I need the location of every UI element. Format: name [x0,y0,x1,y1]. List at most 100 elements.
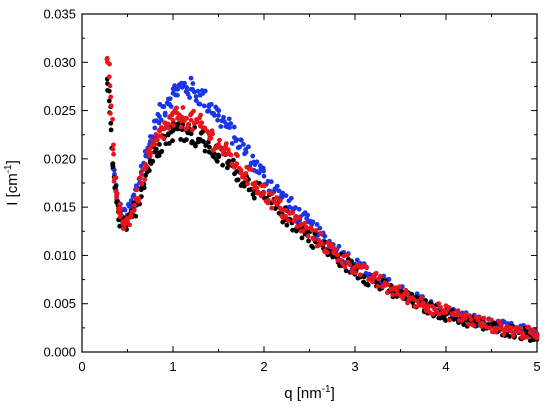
data-point [480,320,485,326]
data-point [179,114,185,120]
y-tick-label: 0.030 [43,55,76,70]
data-point [285,218,291,224]
plot-frame-group [81,13,538,353]
data-point [311,237,316,242]
data-point [370,276,376,282]
data-point [193,98,199,104]
data-point [112,185,118,191]
data-point [245,181,250,187]
data-point [256,189,261,195]
data-point [487,325,493,331]
data-point [108,103,114,109]
x-tick-label: 1 [169,359,176,374]
data-point [117,214,123,220]
x-tick-label: 5 [533,359,540,374]
data-point [283,207,289,213]
data-point [108,120,114,126]
data-point [223,141,229,147]
data-point [353,270,358,276]
data-point [277,198,283,204]
data-point [156,141,162,147]
data-point [508,325,514,331]
data-point [105,59,110,65]
data-point [342,264,348,270]
data-point [114,191,120,196]
data-point [373,270,379,276]
data-point [237,144,243,150]
data-point [318,230,324,236]
data-point [385,282,391,288]
series-2-points [110,75,540,341]
data-point [221,151,226,157]
data-point [197,123,203,129]
data-point [207,132,212,138]
data-point [110,146,116,152]
data-point [249,167,255,172]
data-point [275,202,280,208]
data-point [502,319,507,325]
data-point [243,149,249,155]
data-point [498,321,503,327]
data-point [437,315,443,321]
data-point [190,81,196,86]
data-point [107,111,113,116]
data-point [354,257,360,263]
data-point [217,137,222,143]
data-point [498,325,503,331]
data-point [314,222,320,227]
data-point [407,295,412,301]
data-point [166,141,172,146]
data-point [114,195,119,200]
data-point [107,83,113,89]
data-point [322,233,328,239]
series-1-points [104,55,540,341]
data-point [238,167,244,173]
data-point [300,228,306,234]
data-point [313,228,319,233]
data-point [143,166,149,171]
data-point [178,124,184,130]
data-point [246,144,251,150]
data-point [138,180,144,186]
data-point [218,124,224,129]
data-point [225,124,231,130]
data-point [384,290,390,296]
data-point [274,183,280,189]
data-point [185,121,191,127]
data-point [139,172,145,177]
data-point [221,147,227,153]
data-point [195,88,201,94]
data-point [104,55,110,61]
data-point [483,324,489,330]
data-point [188,86,194,92]
data-point [251,195,257,201]
data-point [320,241,325,247]
data-point [134,186,140,192]
data-point [182,80,187,86]
data-point [534,332,540,338]
y-tick-label: 0.035 [43,7,76,22]
data-point [293,205,298,210]
data-point [302,220,308,226]
data-point [175,92,180,98]
data-point [296,206,302,212]
data-point [412,304,418,309]
data-point [161,126,167,132]
data-point [490,329,495,335]
data-point [212,113,217,118]
data-point [235,177,241,183]
data-point [108,127,114,133]
axis-labels: 0 1 2 3 4 5 0.000 0.005 0.010 0.015 0.020 0.025 0.03… [3,7,541,403]
data-point [216,152,221,158]
data-point [455,308,461,314]
data-point [193,94,199,99]
data-point [187,95,192,100]
data-point [231,124,237,130]
data-point [443,318,449,323]
data-point [365,282,371,288]
data-point [305,212,311,218]
data-point [166,96,171,102]
data-point [159,148,165,154]
data-point [309,227,315,233]
data-point [261,183,267,189]
